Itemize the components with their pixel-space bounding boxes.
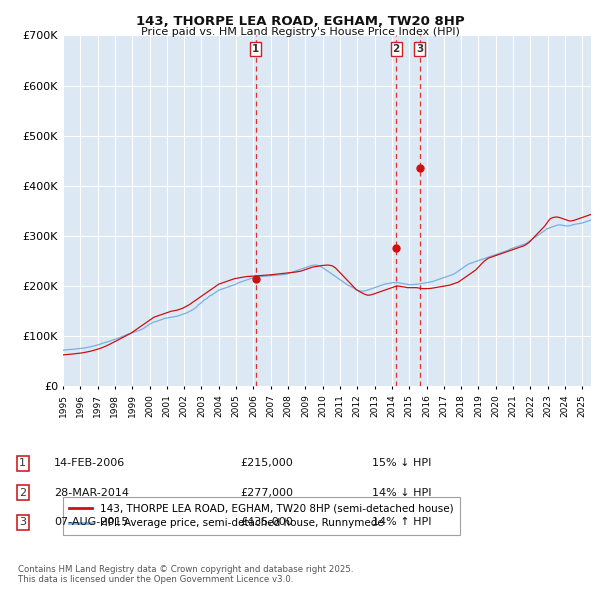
Legend: 143, THORPE LEA ROAD, EGHAM, TW20 8HP (semi-detached house), HPI: Average price,: 143, THORPE LEA ROAD, EGHAM, TW20 8HP (s… [63,497,460,535]
Text: £215,000: £215,000 [240,458,293,468]
Text: 28-MAR-2014: 28-MAR-2014 [54,488,129,497]
Text: £277,000: £277,000 [240,488,293,497]
Text: 14-FEB-2006: 14-FEB-2006 [54,458,125,468]
Text: 143, THORPE LEA ROAD, EGHAM, TW20 8HP: 143, THORPE LEA ROAD, EGHAM, TW20 8HP [136,15,464,28]
Text: 15% ↓ HPI: 15% ↓ HPI [372,458,431,468]
Text: 1: 1 [19,458,26,468]
Text: Price paid vs. HM Land Registry's House Price Index (HPI): Price paid vs. HM Land Registry's House … [140,27,460,37]
Text: 14% ↓ HPI: 14% ↓ HPI [372,488,431,497]
Text: 3: 3 [416,44,423,54]
Text: 2: 2 [392,44,400,54]
Text: 2: 2 [19,488,26,497]
Text: 1: 1 [252,44,259,54]
Text: £435,000: £435,000 [240,517,293,527]
Text: 07-AUG-2015: 07-AUG-2015 [54,517,128,527]
Text: 14% ↑ HPI: 14% ↑ HPI [372,517,431,527]
Text: 3: 3 [19,517,26,527]
Text: Contains HM Land Registry data © Crown copyright and database right 2025.
This d: Contains HM Land Registry data © Crown c… [18,565,353,584]
